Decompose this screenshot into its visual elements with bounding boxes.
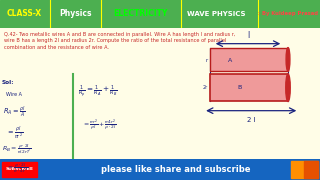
Text: Wire A: Wire A — [6, 92, 22, 97]
Text: Q.42- Two metallic wires A and B are connected in parallel. Wire A has length l : Q.42- Two metallic wires A and B are con… — [4, 32, 235, 50]
Text: $= \frac{\rho \cdot 2l}{\pi \cdot 4r^2}$: $= \frac{\rho \cdot 2l}{\pi \cdot 4r^2}$ — [6, 162, 28, 175]
Bar — [291, 161, 318, 178]
Text: : By Kuldeep Prasad: : By Kuldeep Prasad — [258, 12, 318, 16]
Bar — [210, 74, 288, 102]
Text: please like share and subscribe: please like share and subscribe — [101, 165, 251, 174]
Text: 2 l: 2 l — [247, 117, 255, 123]
Text: WAVE PHYSICS: WAVE PHYSICS — [187, 11, 245, 17]
Bar — [304, 161, 318, 178]
Text: $= \frac{\rho l}{\pi r^2}$: $= \frac{\rho l}{\pi r^2}$ — [6, 125, 23, 141]
Text: 2r: 2r — [203, 85, 208, 90]
Text: $R_A = \frac{\rho l}{A}$: $R_A = \frac{\rho l}{A}$ — [3, 104, 25, 119]
Bar — [2, 162, 37, 177]
Text: B: B — [238, 85, 242, 90]
Text: CLASS-X: CLASS-X — [6, 9, 42, 18]
Text: l: l — [247, 31, 249, 40]
Text: A: A — [228, 58, 233, 63]
Text: Physics: Physics — [59, 9, 92, 18]
Text: SUBSCRIBE: SUBSCRIBE — [5, 167, 33, 171]
Ellipse shape — [286, 74, 290, 102]
Text: $\frac{1}{R_p} = \frac{1}{R_A} + \frac{1}{R_B}$: $\frac{1}{R_p} = \frac{1}{R_A} + \frac{1… — [78, 83, 118, 100]
Ellipse shape — [286, 48, 290, 71]
Text: $= \frac{\pi r^2}{\rho l} + \frac{\pi 4r^2}{\rho \cdot 2l}$: $= \frac{\pi r^2}{\rho l} + \frac{\pi 4r… — [82, 117, 116, 133]
Bar — [210, 48, 288, 71]
Text: $R_B = \frac{\rho \cdot 2l}{\pi (2r)^2}$: $R_B = \frac{\rho \cdot 2l}{\pi (2r)^2}$ — [2, 142, 31, 155]
Text: ELECTRICITY: ELECTRICITY — [114, 9, 168, 18]
Text: r: r — [206, 58, 208, 63]
Text: Sol:: Sol: — [2, 80, 14, 86]
